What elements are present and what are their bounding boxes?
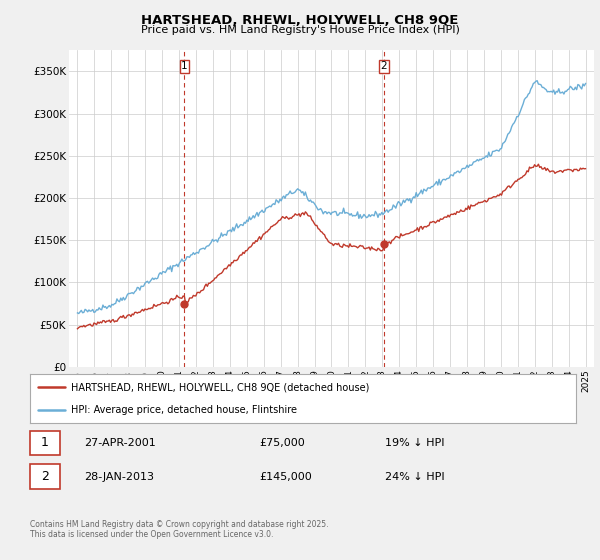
Text: Contains HM Land Registry data © Crown copyright and database right 2025.
This d: Contains HM Land Registry data © Crown c…: [30, 520, 329, 539]
Text: 24% ↓ HPI: 24% ↓ HPI: [385, 472, 445, 482]
Text: 19% ↓ HPI: 19% ↓ HPI: [385, 438, 445, 448]
Text: 2: 2: [41, 470, 49, 483]
Text: HPI: Average price, detached house, Flintshire: HPI: Average price, detached house, Flin…: [71, 405, 297, 415]
Text: HARTSHEAD, RHEWL, HOLYWELL, CH8 9QE (detached house): HARTSHEAD, RHEWL, HOLYWELL, CH8 9QE (det…: [71, 382, 370, 393]
Text: 2: 2: [380, 62, 387, 71]
Text: HARTSHEAD, RHEWL, HOLYWELL, CH8 9QE: HARTSHEAD, RHEWL, HOLYWELL, CH8 9QE: [142, 14, 458, 27]
Text: £145,000: £145,000: [259, 472, 312, 482]
FancyBboxPatch shape: [30, 431, 60, 455]
Text: 1: 1: [41, 436, 49, 450]
Text: 1: 1: [181, 62, 188, 71]
Text: Price paid vs. HM Land Registry's House Price Index (HPI): Price paid vs. HM Land Registry's House …: [140, 25, 460, 35]
Text: 27-APR-2001: 27-APR-2001: [85, 438, 157, 448]
Text: £75,000: £75,000: [259, 438, 305, 448]
Text: 28-JAN-2013: 28-JAN-2013: [85, 472, 155, 482]
FancyBboxPatch shape: [30, 464, 60, 489]
